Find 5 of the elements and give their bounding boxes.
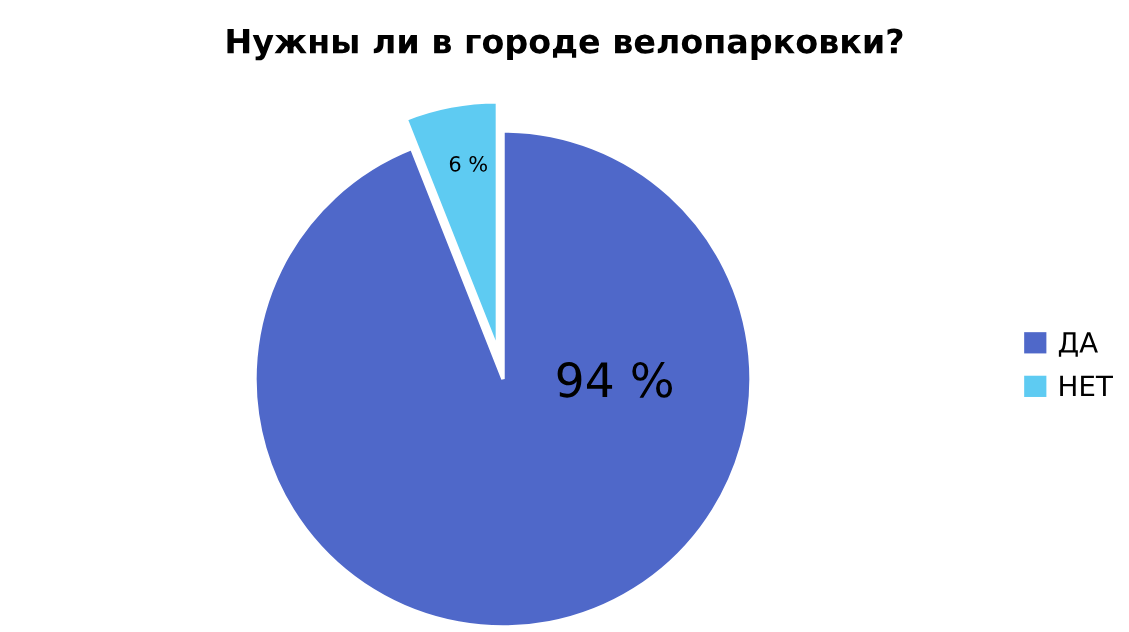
data-label: 6 % (449, 155, 487, 172)
chart-title: Нужны ли в городе велопарковки? (227, 28, 903, 61)
legend-label: ДА (1058, 332, 1098, 357)
legend-label: НЕТ (1060, 375, 1113, 396)
data-label: 94 % (557, 361, 672, 398)
